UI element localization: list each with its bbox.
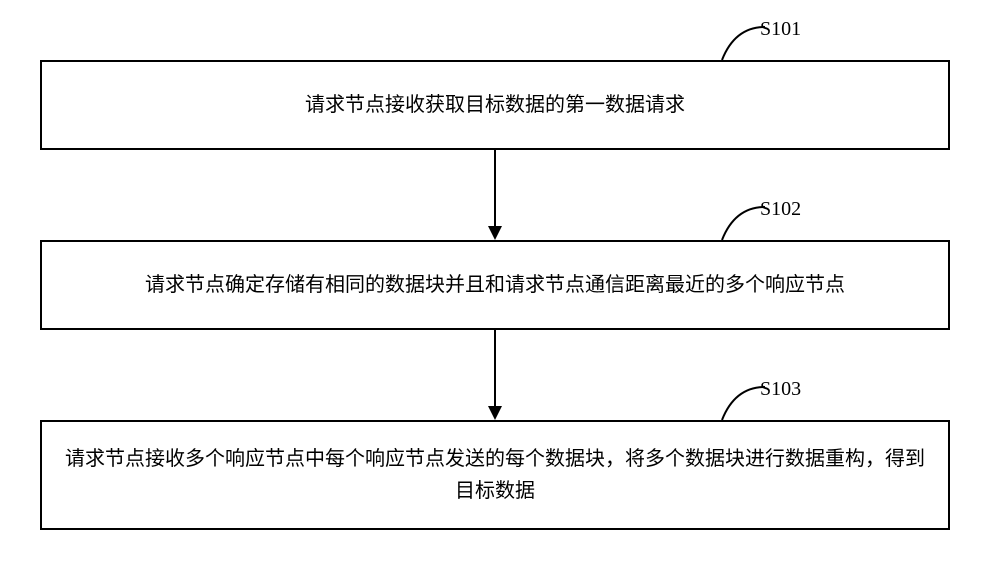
arrow-head-1 — [488, 226, 502, 240]
step-box-s101: 请求节点接收获取目标数据的第一数据请求 — [40, 60, 950, 150]
arrow-line-2 — [494, 330, 496, 406]
step-text-s101: 请求节点接收获取目标数据的第一数据请求 — [305, 89, 685, 121]
callout-s101 — [720, 22, 770, 62]
callout-s102 — [720, 202, 770, 242]
step-text-s102: 请求节点确定存储有相同的数据块并且和请求节点通信距离最近的多个响应节点 — [145, 269, 845, 301]
arrow-head-2 — [488, 406, 502, 420]
step-text-s103: 请求节点接收多个响应节点中每个响应节点发送的每个数据块，将多个数据块进行数据重构… — [62, 443, 928, 507]
step-box-s102: 请求节点确定存储有相同的数据块并且和请求节点通信距离最近的多个响应节点 — [40, 240, 950, 330]
arrow-line-1 — [494, 150, 496, 226]
callout-s103 — [720, 382, 770, 422]
step-box-s103: 请求节点接收多个响应节点中每个响应节点发送的每个数据块，将多个数据块进行数据重构… — [40, 420, 950, 530]
